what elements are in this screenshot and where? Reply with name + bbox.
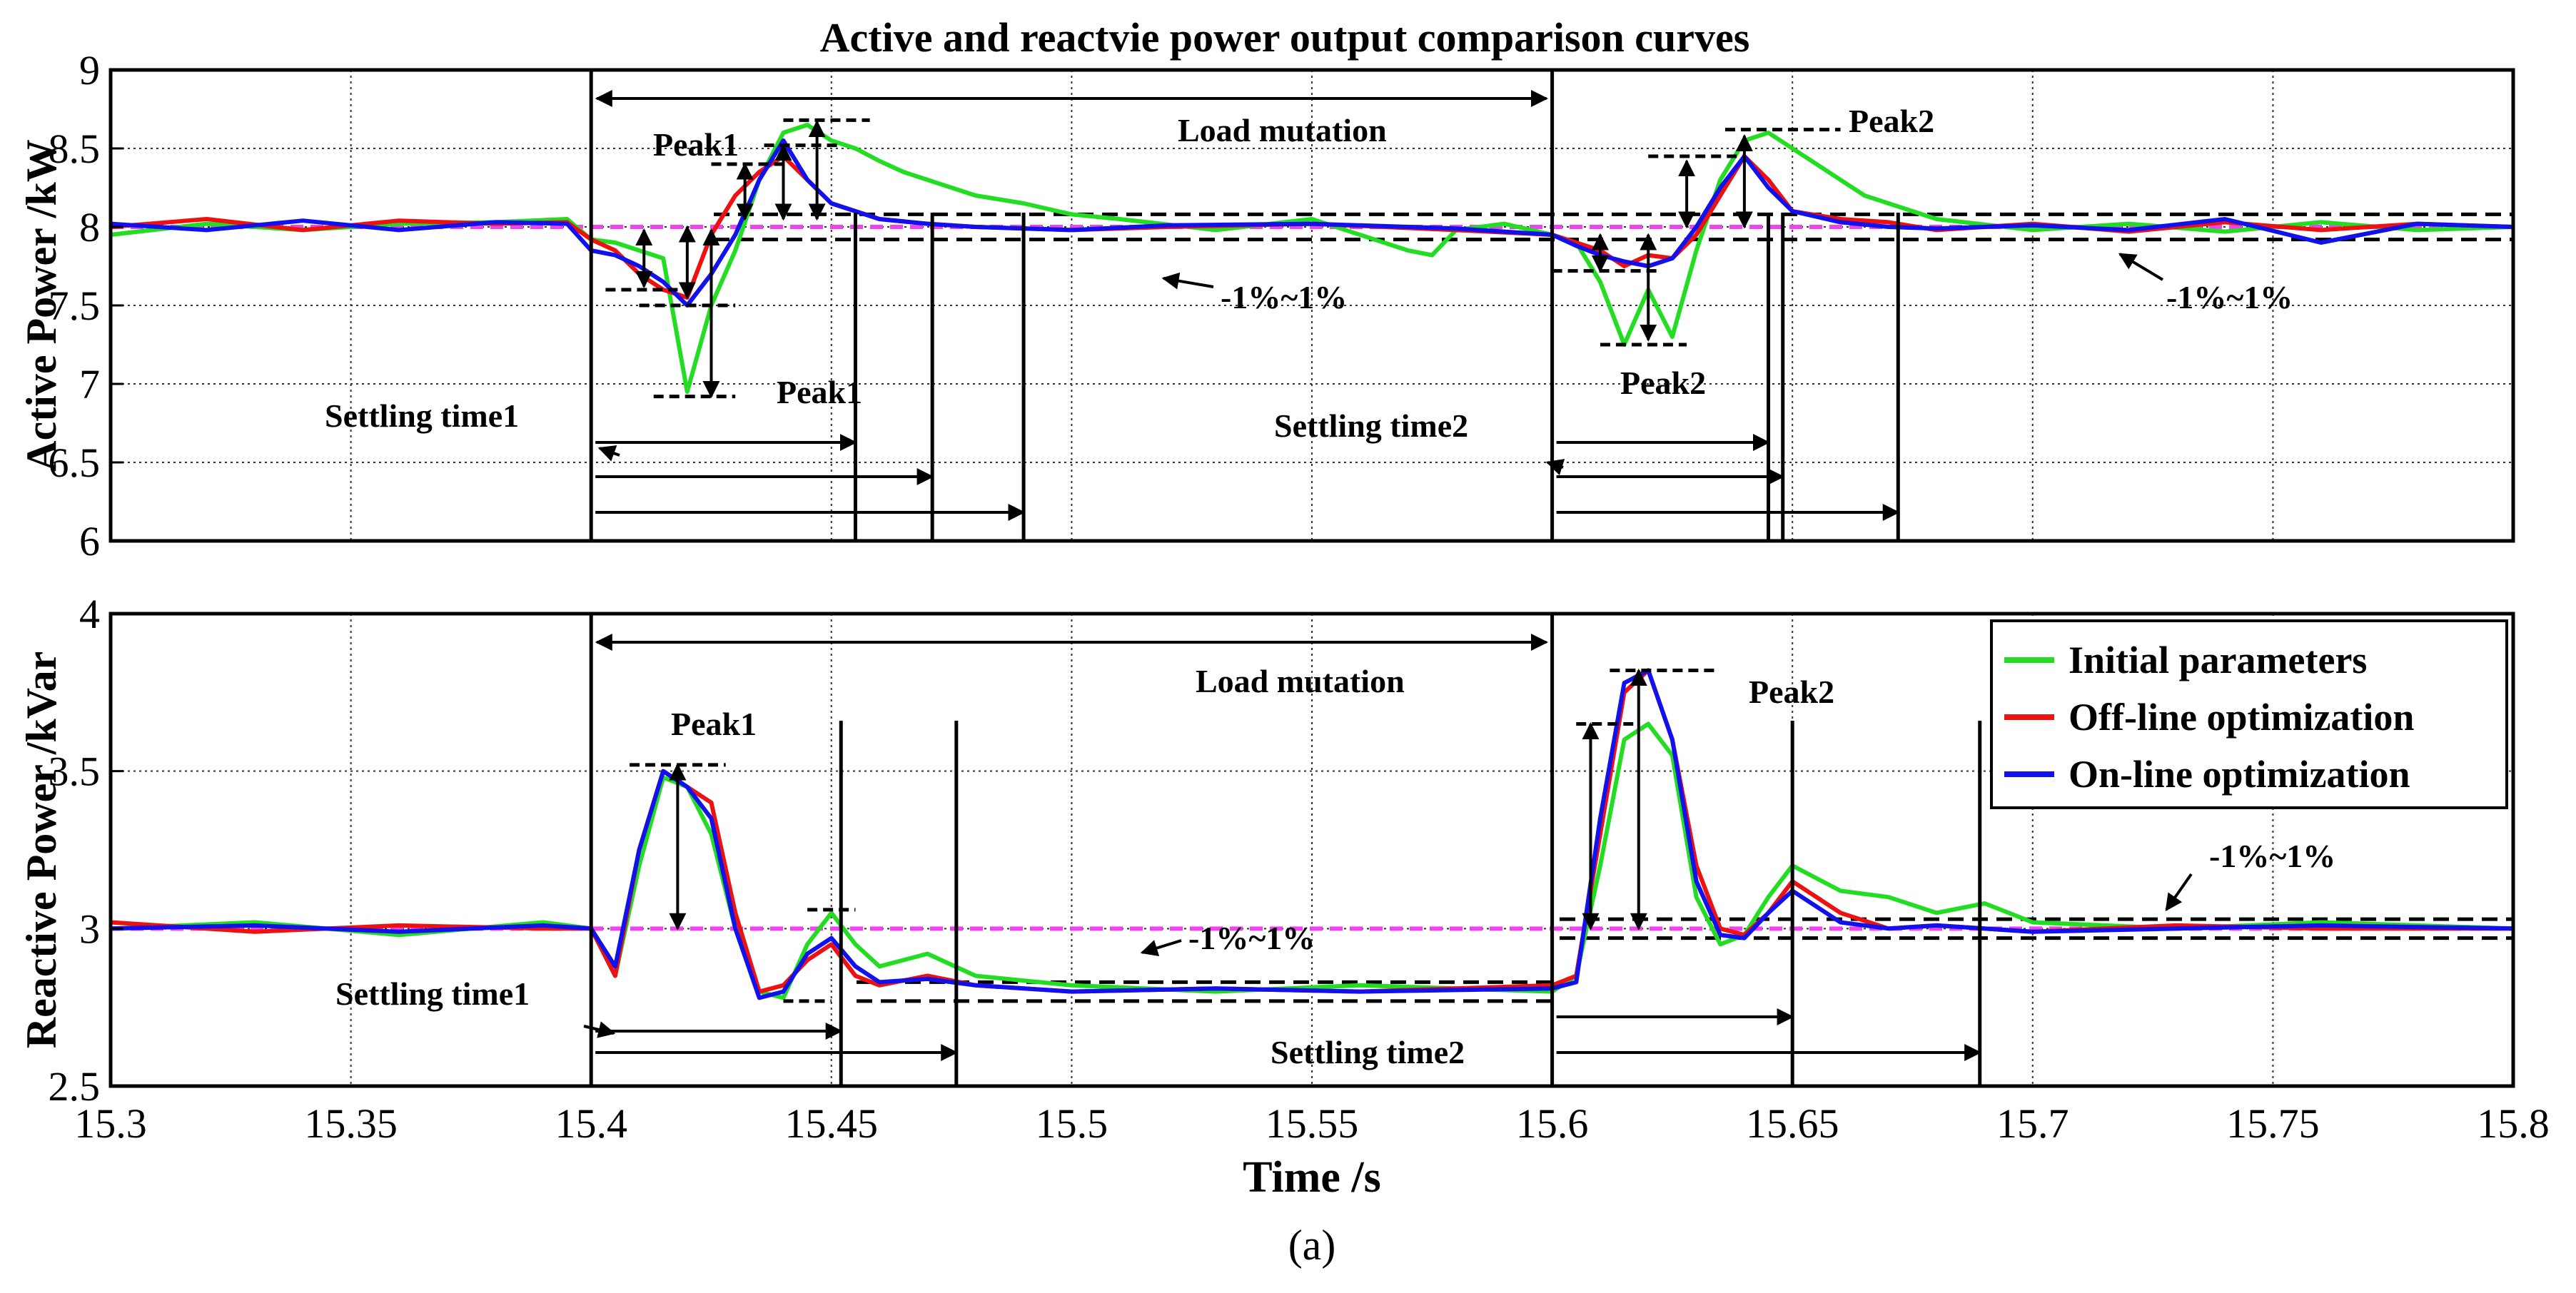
band-pointer — [2118, 253, 2164, 281]
legend-entries: Initial parameters Off-line optimization O… — [2004, 639, 2414, 796]
figure-caption: (a) — [1288, 1222, 1336, 1269]
top-peak1-lower-label: Peak1 — [777, 374, 862, 410]
bottom-peak2-label: Peak2 — [1749, 674, 1834, 710]
x-tick-label: 15.3 — [74, 1100, 147, 1147]
chart-title: Active and reactvie power output compari… — [820, 14, 1750, 61]
reactive-power-frame — [108, 612, 2515, 1088]
bottom-settling1-label: Settling time1 — [335, 975, 530, 1012]
reactive-power-y-ticks: 2.5 3 3.5 4 — [49, 591, 123, 1110]
x-tick-label: 15.75 — [2226, 1100, 2320, 1147]
x-tick-label: 15.45 — [785, 1100, 879, 1147]
x-tick-label: 15.5 — [1036, 1100, 1108, 1147]
legend-label: Off-line optimization — [2069, 696, 2414, 739]
y-tick-label: 3.5 — [49, 749, 101, 795]
y-tick-label: 8 — [79, 204, 100, 250]
y-tick-label: 8.5 — [49, 126, 101, 172]
active-power-ylabel: Active Power /kW — [18, 139, 65, 471]
settling-pointer — [583, 1021, 616, 1038]
top-band1-label: -1%~1% — [1221, 279, 1347, 315]
active-power-panel: 6 6.5 7 7.5 8 8.5 9 Active Power /kW Load muta… — [18, 47, 2515, 564]
reactive-power-ylabel: Reactive Power /kVar — [18, 651, 65, 1049]
settling-pointer — [1545, 459, 1565, 475]
top-peak1-upper-label: Peak1 — [653, 126, 739, 163]
series-line-initial-parameters — [110, 721, 2514, 1000]
reactive-power-panel: 2.5 3 3.5 4 Reactive Power /kVar Load mutat… — [18, 591, 2515, 1110]
x-tick-label: 15.4 — [555, 1100, 627, 1147]
legend-box — [1990, 619, 2508, 809]
y-tick-label: 6 — [79, 518, 100, 564]
series-line-initial-parameters — [110, 123, 2514, 394]
reactive-power-series — [110, 668, 2514, 1000]
top-band2-label: -1%~1% — [2166, 279, 2293, 315]
y-tick-label: 3 — [79, 906, 100, 952]
y-tick-label: 7.5 — [49, 283, 101, 329]
x-tick-label: 15.65 — [1746, 1100, 1839, 1147]
x-tick-label: 15.6 — [1516, 1100, 1589, 1147]
top-settling1-label: Settling time1 — [325, 397, 519, 434]
top-peak2-upper-label: Peak2 — [1849, 103, 1934, 139]
top-settling2-label: Settling time2 — [1274, 407, 1468, 444]
legend: Initial parameters Off-line optimization O… — [1990, 619, 2508, 809]
settling-pointer — [597, 445, 620, 462]
y-tick-label: 4 — [79, 591, 100, 637]
legend-label: Initial parameters — [2069, 639, 2367, 681]
top-load-mutation-label: Load mutation — [1178, 112, 1387, 148]
active-power-markers — [589, 70, 2164, 541]
x-tick-label: 15.55 — [1266, 1100, 1359, 1147]
y-tick-label: 2.5 — [49, 1063, 101, 1110]
x-tick-label: 15.35 — [304, 1100, 398, 1147]
band-pointer — [1140, 939, 1182, 957]
y-tick-label: 6.5 — [49, 440, 101, 486]
bottom-load-mutation-label: Load mutation — [1196, 663, 1405, 699]
band-pointer — [2165, 873, 2193, 911]
band-pointer — [1161, 272, 1214, 290]
x-tick-label: 15.7 — [1996, 1100, 2069, 1147]
bottom-band1-label: -1%~1% — [1188, 920, 1315, 956]
bottom-band2-label: -1%~1% — [2209, 838, 2335, 874]
top-peak2-lower-label: Peak2 — [1620, 365, 1706, 401]
legend-label: On-line optimization — [2069, 753, 2410, 796]
y-tick-label: 7 — [79, 361, 100, 407]
x-axis-label: Time /s — [1243, 1153, 1380, 1202]
series-line-on-line-optimization — [110, 668, 2514, 1000]
series-line-on-line-optimization — [110, 138, 2514, 308]
y-tick-label: 9 — [79, 47, 100, 93]
active-power-series — [110, 123, 2514, 394]
reactive-power-markers — [583, 614, 2193, 1086]
bottom-peak1-label: Peak1 — [671, 706, 757, 742]
x-axis-tick-labels: 15.3 15.35 15.4 15.45 15.5 15.55 15.6 15.65 15.7… — [74, 1100, 2550, 1147]
active-power-y-ticks: 6 6.5 7 7.5 8 8.5 9 — [49, 47, 123, 564]
bottom-settling2-label: Settling time2 — [1271, 1034, 1465, 1070]
x-tick-label: 15.8 — [2477, 1100, 2550, 1147]
